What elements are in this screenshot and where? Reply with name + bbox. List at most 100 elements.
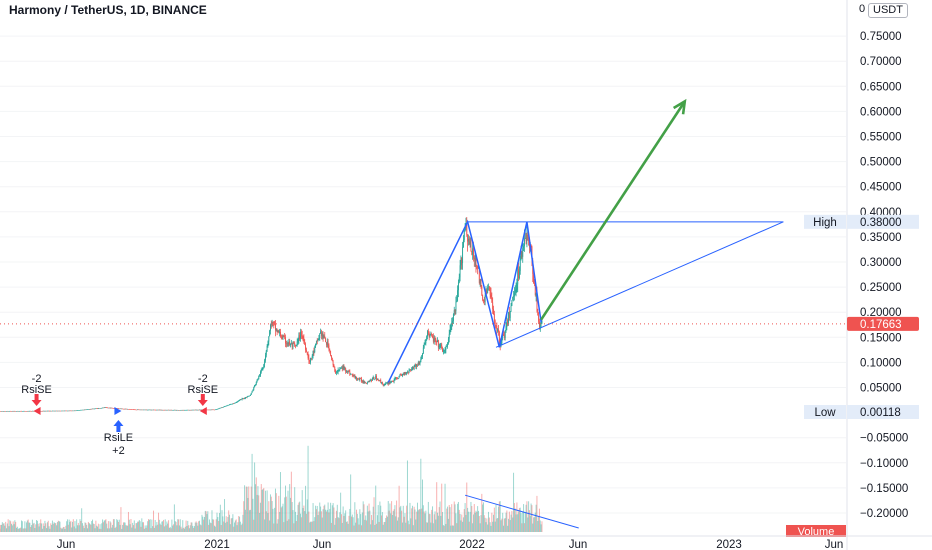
volume-bar	[165, 525, 167, 532]
volume-bar	[523, 523, 525, 532]
volume-bar	[164, 519, 166, 532]
candle-body	[275, 328, 277, 331]
candle-body	[154, 409, 156, 411]
volume-bar	[275, 493, 277, 532]
volume-bar	[91, 521, 93, 532]
volume-bar	[298, 502, 300, 532]
volume-bar	[120, 507, 122, 532]
candle-body	[135, 409, 137, 411]
candle-body	[371, 378, 373, 381]
candle-body	[112, 407, 114, 409]
candle-body	[82, 409, 84, 411]
candle-body	[394, 377, 396, 381]
candle-body	[53, 410, 55, 412]
candle-body	[444, 349, 446, 351]
candle-body	[456, 301, 458, 303]
volume-bar	[472, 523, 474, 532]
candle-body	[33, 411, 35, 412]
volume-bar	[173, 504, 175, 532]
volume-bar	[58, 521, 60, 532]
price-axis[interactable]: 0.75000 0.70000 0.65000 0.60000 0.55000 0.500…	[786, 0, 919, 550]
volume-bar	[71, 521, 73, 532]
candle-body	[332, 360, 334, 366]
volume-bar	[213, 525, 215, 532]
drawings[interactable]	[0, 98, 846, 529]
candle-body	[409, 369, 411, 371]
volume-bar	[184, 526, 186, 532]
candle-body	[282, 336, 284, 339]
volume-bar	[90, 524, 92, 532]
volume-bar	[327, 502, 329, 532]
candle-body	[426, 336, 428, 339]
volume-bar	[247, 497, 249, 532]
volume-bar	[465, 514, 467, 532]
candle-body	[320, 331, 322, 334]
candle-body	[370, 380, 372, 381]
volume-bar	[391, 514, 393, 532]
candle-body	[178, 410, 180, 411]
volume-bar	[537, 521, 539, 532]
candle-body	[401, 375, 403, 376]
volume-bar	[152, 526, 154, 532]
candle-body	[336, 372, 337, 374]
candle-body	[476, 265, 478, 268]
candle-body	[352, 375, 354, 376]
volume-bar	[265, 511, 267, 532]
candle-body	[493, 313, 495, 321]
candle-body	[212, 409, 214, 411]
candle-body	[209, 409, 210, 411]
volume-bar	[357, 518, 359, 532]
candle-body	[367, 381, 369, 383]
volume-bar	[393, 509, 395, 532]
candle-body	[43, 410, 45, 412]
candle-body	[113, 408, 115, 409]
volume-bar	[133, 520, 135, 532]
volume-bar	[476, 511, 478, 532]
volume-bar	[56, 525, 58, 532]
volume-bar	[540, 524, 542, 532]
volume-bar	[123, 522, 125, 532]
volume-bar	[181, 528, 183, 532]
volume-bar	[89, 523, 91, 532]
candle-body	[19, 410, 21, 412]
price-tick-label: 0.55000	[860, 131, 902, 143]
volume-bar	[533, 517, 535, 532]
candle-body	[164, 409, 166, 411]
candle-body	[415, 364, 417, 367]
price-tick-label: −0.15000	[860, 483, 908, 495]
candle-body	[74, 410, 76, 412]
volume-bar	[475, 510, 477, 532]
candle-body	[239, 399, 241, 401]
candle-body	[228, 404, 230, 406]
candle-body	[22, 411, 24, 412]
candle-body	[139, 409, 141, 411]
volume-bar	[367, 511, 369, 532]
candle-body	[536, 292, 538, 312]
candle-body	[384, 383, 386, 385]
currency-button[interactable]: USDT	[868, 3, 908, 18]
volume-bar	[493, 514, 495, 532]
volume-bar	[203, 516, 205, 532]
candle-body	[288, 341, 290, 345]
candle-body	[91, 408, 93, 410]
volume-bar	[408, 524, 410, 532]
volume-bar	[116, 519, 118, 532]
support-trendline	[495, 221, 784, 348]
candle-body	[167, 409, 169, 411]
volume-bar	[508, 518, 510, 532]
volume-bar	[263, 487, 265, 532]
volume-bar	[371, 520, 373, 532]
volume-bar	[457, 501, 459, 532]
candle-body	[192, 409, 194, 411]
time-axis[interactable]: Jun 2021 Jun 2022 Jun 2023 Jun	[0, 535, 932, 550]
candle-body	[123, 408, 125, 410]
candle-body	[189, 409, 191, 411]
volume-bar	[312, 503, 314, 532]
volume-bar	[234, 520, 236, 532]
candle-body	[182, 410, 184, 411]
volume-bar	[489, 522, 491, 532]
volume-bar	[217, 517, 219, 532]
candle-body	[130, 409, 132, 410]
volume-bar	[97, 523, 99, 532]
